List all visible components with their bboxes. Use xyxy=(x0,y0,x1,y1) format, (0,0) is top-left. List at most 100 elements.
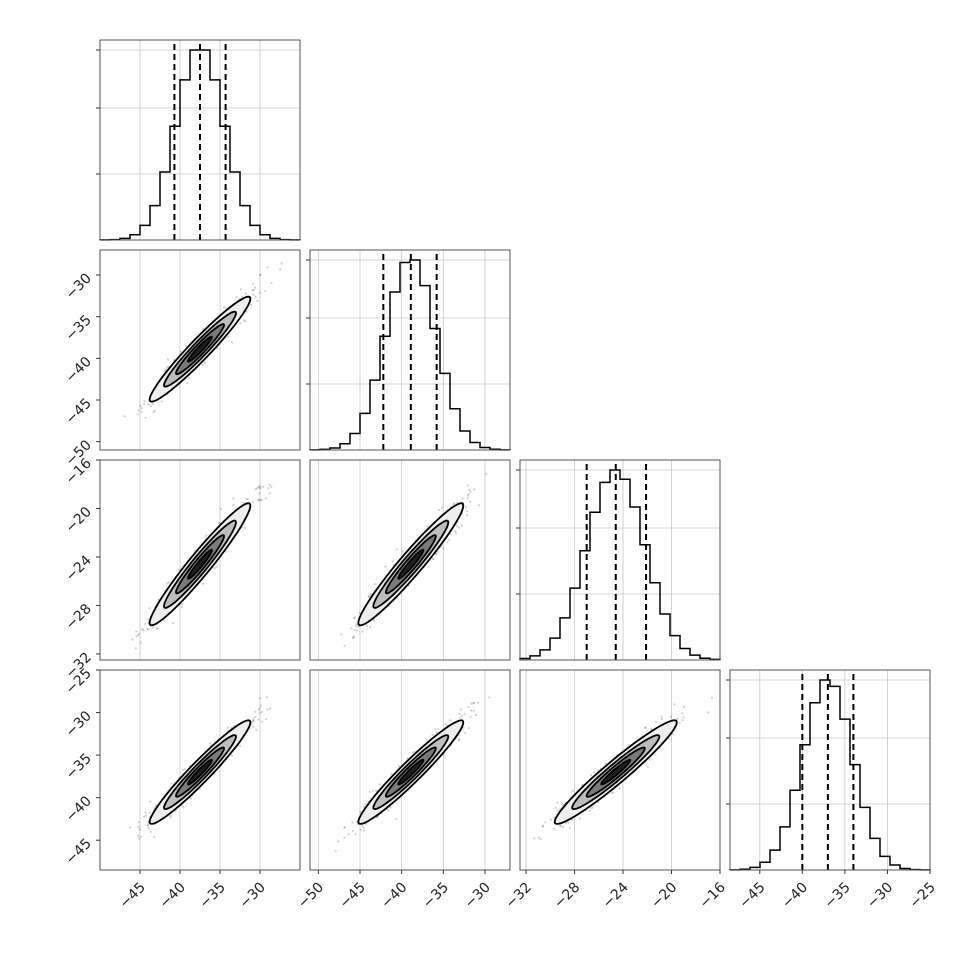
scatter-point xyxy=(358,611,361,615)
scatter-point xyxy=(258,499,261,502)
scatter-point xyxy=(359,811,362,814)
scatter-point xyxy=(466,494,469,497)
scatter-point xyxy=(457,526,460,529)
scatter-point xyxy=(270,485,273,488)
scatter-point xyxy=(232,497,235,500)
scatter-point xyxy=(434,728,437,731)
density-panel-4-2: −50 −45 −40 −35 −30 xyxy=(295,669,511,912)
scatter-point xyxy=(231,341,234,344)
scatter-point xyxy=(218,521,221,525)
x-tick-label: −35 xyxy=(420,880,452,912)
x-tick-label: −40 xyxy=(157,880,189,912)
scatter-point xyxy=(337,840,340,843)
scatter-point xyxy=(268,492,271,495)
scatter-point xyxy=(252,717,255,721)
x-tick-label: −24 xyxy=(600,879,632,911)
scatter-point xyxy=(178,568,181,571)
scatter-point xyxy=(355,629,358,632)
scatter-point xyxy=(257,498,260,501)
scatter-point xyxy=(537,836,540,839)
scatter-point xyxy=(343,836,346,839)
scatter-point xyxy=(243,527,246,530)
scatter-point xyxy=(588,809,592,813)
scatter-point xyxy=(183,768,186,771)
panel-frame xyxy=(99,39,301,241)
scatter-point xyxy=(559,824,562,827)
scatter-point xyxy=(350,627,353,630)
scatter-point xyxy=(473,701,476,704)
scatter-point xyxy=(265,696,268,699)
panel-frame xyxy=(99,669,301,871)
scatter-point xyxy=(438,508,441,512)
scatter-point xyxy=(181,768,184,771)
scatter-point xyxy=(437,550,440,554)
scatter-point xyxy=(226,726,229,729)
scatter-point xyxy=(147,618,150,621)
scatter-point xyxy=(203,361,206,365)
x-tick-label: −50 xyxy=(295,880,327,912)
scatter-point xyxy=(137,821,140,824)
scatter-point xyxy=(137,826,140,829)
scatter-point xyxy=(567,821,570,824)
scatter-point xyxy=(156,626,159,630)
scatter-point xyxy=(259,273,262,276)
scatter-point xyxy=(190,797,193,800)
scatter-point xyxy=(131,638,134,641)
scatter-point xyxy=(384,565,387,568)
scatter-point xyxy=(361,630,364,633)
scatter-point xyxy=(239,288,242,291)
scatter-point xyxy=(227,335,230,339)
scatter-point xyxy=(129,826,132,829)
scatter-point xyxy=(143,400,146,403)
scatter-point xyxy=(676,718,679,721)
scatter-point xyxy=(564,821,568,825)
y-tick-label: −35 xyxy=(63,751,95,783)
scatter-point xyxy=(266,708,269,711)
scatter-point xyxy=(343,644,346,647)
scatter-point xyxy=(553,816,556,819)
scatter-point xyxy=(251,282,254,286)
density-core xyxy=(187,335,213,363)
scatter-point xyxy=(151,626,154,629)
scatter-point xyxy=(556,809,559,812)
hist-panel-3 xyxy=(516,459,721,661)
scatter-point xyxy=(139,641,142,644)
scatter-point xyxy=(469,490,472,493)
scatter-point xyxy=(257,708,260,711)
scatter-point xyxy=(398,764,401,767)
scatter-point xyxy=(461,497,464,500)
scatter-point xyxy=(343,826,346,829)
scatter-point xyxy=(143,622,146,626)
scatter-point xyxy=(681,712,684,715)
scatter-point xyxy=(259,498,262,501)
scatter-point xyxy=(364,802,367,805)
scatter-point xyxy=(147,827,150,830)
scatter-point xyxy=(246,497,249,501)
scatter-point xyxy=(352,635,355,638)
scatter-point xyxy=(553,827,556,830)
scatter-point xyxy=(254,295,257,298)
scatter-point xyxy=(660,715,663,718)
scatter-point xyxy=(252,288,255,292)
scatter-point xyxy=(644,726,647,729)
scatter-point xyxy=(355,623,358,626)
scatter-point xyxy=(156,628,159,631)
x-tick-label: −45 xyxy=(736,880,768,912)
scatter-point xyxy=(235,295,238,299)
x-tick-label: −16 xyxy=(697,879,729,911)
scatter-point xyxy=(230,754,233,757)
scatter-point xyxy=(395,817,398,821)
scatter-point xyxy=(466,497,470,500)
scatter-point xyxy=(654,753,657,756)
scatter-point xyxy=(180,603,183,606)
scatter-point xyxy=(467,727,470,730)
panel-frame xyxy=(309,459,511,661)
scatter-point xyxy=(209,742,212,745)
scatter-point xyxy=(604,762,607,765)
scatter-point xyxy=(562,826,565,829)
scatter-point xyxy=(149,800,152,803)
hist-panel-1 xyxy=(96,39,301,241)
panel-frame xyxy=(309,249,511,451)
scatter-point xyxy=(611,792,614,795)
